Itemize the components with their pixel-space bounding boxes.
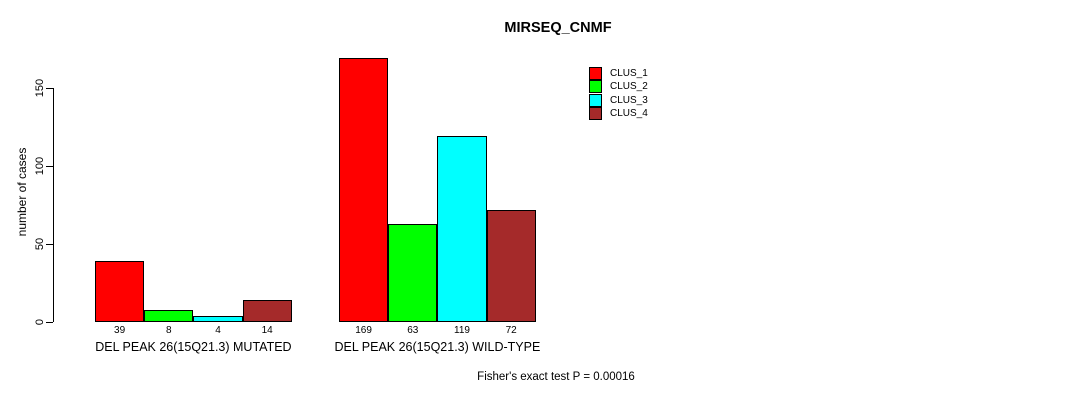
y-tick-label: 50 [34, 237, 46, 251]
legend-swatch-clus_2 [589, 80, 602, 94]
bar-clus_3-group2 [437, 136, 487, 322]
legend-label: CLUS_1 [610, 68, 648, 79]
bar-clus_4-group1 [242, 300, 292, 322]
x-category-label: DEL PEAK 26(15Q21.3) MUTATED [95, 340, 292, 354]
y-tick [46, 321, 53, 323]
bar-clus_3-group1 [193, 315, 243, 322]
bar-value-label: 39 [114, 325, 126, 336]
legend-swatch-clus_3 [589, 93, 602, 107]
y-tick [46, 87, 53, 89]
y-tick [46, 243, 53, 245]
x-category-label: DEL PEAK 26(15Q21.3) WILD-TYPE [334, 340, 541, 354]
bar-clus_1-group2 [339, 58, 389, 322]
bar-clus_2-group2 [388, 223, 438, 322]
bar-clus_4-group2 [486, 209, 536, 322]
y-axis-line [53, 88, 54, 322]
legend-swatch-clus_1 [589, 67, 602, 80]
bar-value-label: 14 [261, 325, 273, 336]
bar-value-label: 8 [166, 325, 172, 336]
bar-value-label: 72 [505, 325, 517, 336]
legend-label: CLUS_4 [610, 107, 648, 119]
y-tick-label: 0 [34, 318, 46, 326]
legend-swatch-clus_4 [589, 106, 602, 120]
bar-value-label: 63 [407, 325, 419, 336]
y-tick-label: 150 [34, 78, 46, 98]
chart-title: MIRSEQ_CNMF [504, 20, 612, 36]
legend-label: CLUS_2 [610, 81, 648, 93]
y-tick-label: 100 [34, 156, 46, 176]
bar-value-label: 119 [454, 325, 470, 336]
fisher-test-annotation: Fisher's exact test P = 0.00016 [477, 371, 635, 383]
legend-label: CLUS_3 [610, 94, 648, 106]
bar-clus_1-group1 [95, 261, 145, 322]
y-tick [46, 165, 53, 167]
bar-value-label: 169 [355, 325, 372, 336]
bar-clus_2-group1 [144, 309, 194, 322]
bar-value-label: 4 [215, 325, 221, 336]
y-axis-label: number of cases [15, 147, 29, 237]
